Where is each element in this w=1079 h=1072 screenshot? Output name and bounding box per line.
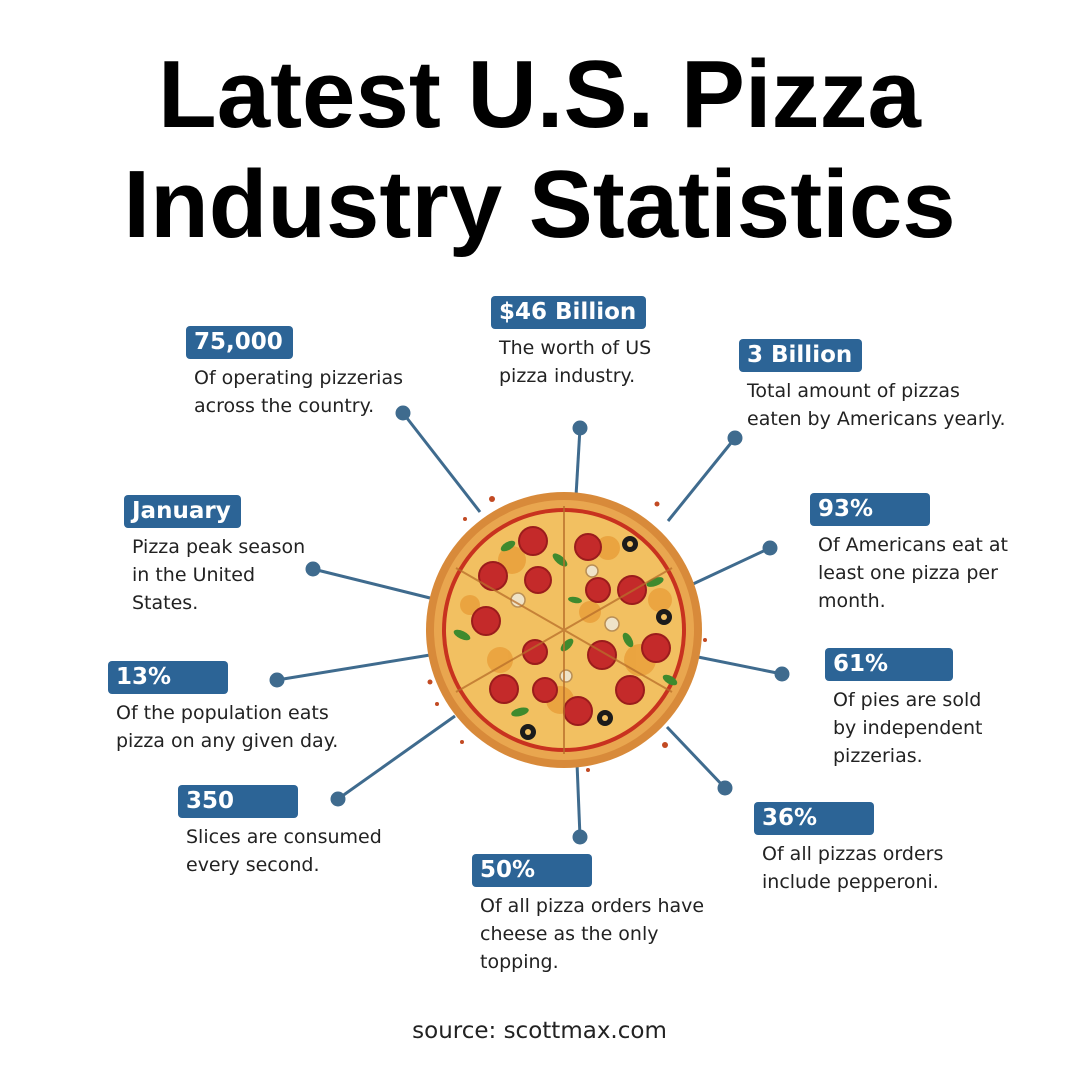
connector-dot [572,420,588,436]
stat-desc-line: Of operating pizzerias [194,367,403,389]
stat-value-badge: 3 Billion [739,339,863,372]
stat-desc-line: in the United [132,564,256,586]
connector-january [312,567,431,600]
stat-desc-line: topping. [480,951,559,973]
title-line-2: Industry Statistics [123,151,956,258]
stat-desc-line: pizza industry. [499,365,636,387]
stat-desc-line: States. [132,592,199,614]
pizza-illustration [426,492,707,772]
connector-350 [337,714,456,801]
connector-13 [276,653,431,682]
stat-independent-pizzerias: 61% Of pies are sold by independent pizz… [825,648,982,770]
connector-75000 [401,412,482,513]
connector-dot [330,791,346,807]
stat-value-badge: January [124,495,241,528]
connector-dot [762,540,778,556]
stat-operating-pizzerias: 75,000 Of operating pizzerias across the… [186,326,403,420]
stat-description: Of Americans eat at least one pizza per … [818,531,1008,615]
stat-industry-worth: $46 Billion The worth of US pizza indust… [491,296,651,390]
stat-value-badge: 350 [178,785,298,818]
connector-dot [305,561,321,577]
connector-46-billion [574,427,582,497]
stat-desc-line: Of pies are sold [833,689,982,711]
stat-desc-line: cheese as the only [480,923,659,945]
stat-peak-season: January Pizza peak season in the United … [124,495,305,617]
stat-desc-line: by independent [833,717,983,739]
connector-36 [665,725,727,790]
connector-dot [572,829,588,845]
stat-slices-per-second: 350 Slices are consumed every second. [178,785,382,879]
stat-desc-line: across the country. [194,395,375,417]
page-title: Latest U.S. Pizza Industry Statistics [0,40,1079,260]
stat-desc-line: Of all pizza orders have [480,895,705,917]
stat-description: Of the population eats pizza on any give… [116,699,338,755]
connector-dot [269,672,285,688]
stat-value-badge: 36% [754,802,874,835]
stat-desc-line: least one pizza per [818,562,998,584]
stat-description: Of operating pizzerias across the countr… [194,364,403,420]
stat-description: Of all pizza orders have cheese as the o… [480,892,704,976]
stat-value-badge: 75,000 [186,326,293,359]
stat-desc-line: eaten by Americans yearly. [747,408,1006,430]
stat-desc-line: Total amount of pizzas [747,380,960,402]
stat-description: Of all pizzas orders include pepperoni. [762,840,943,896]
connector-dot [717,780,733,796]
connector-61 [697,655,783,676]
stat-cheese-only-orders: 50% Of all pizza orders have cheese as t… [472,854,704,976]
connector-dot [727,430,743,446]
stat-desc-line: The worth of US [499,337,652,359]
source-credit: source: scottmax.com [412,1018,667,1044]
stat-desc-line: pizza on any given day. [116,730,339,752]
stat-pepperoni-orders: 36% Of all pizzas orders include peppero… [754,802,943,896]
stat-desc-line: Of the population eats [116,702,329,724]
stat-desc-line: Slices are consumed [186,826,382,848]
connector-93 [692,546,771,586]
title-line-1: Latest U.S. Pizza [158,41,921,148]
stat-monthly-eaters: 93% Of Americans eat at least one pizza … [810,493,1008,615]
stat-description: Total amount of pizzas eaten by American… [747,377,1006,433]
stat-daily-eaters: 13% Of the population eats pizza on any … [108,661,338,755]
connector-3-billion [666,437,737,522]
stat-desc-line: Of Americans eat at [818,534,1008,556]
stat-desc-line: every second. [186,854,320,876]
connector-dot [395,405,411,421]
stat-desc-line: Pizza peak season [132,536,306,558]
stat-value-badge: 93% [810,493,930,526]
stat-desc-line: month. [818,590,886,612]
stat-desc-line: pizzerias. [833,745,923,767]
stat-desc-line: include pepperoni. [762,871,939,893]
stat-value-badge: 61% [825,648,953,681]
stat-value-badge: 50% [472,854,592,887]
stat-description: Of pies are sold by independent pizzeria… [833,686,982,770]
stat-description: Slices are consumed every second. [186,823,382,879]
connector-50 [575,762,582,838]
stat-desc-line: Of all pizzas orders [762,843,944,865]
stat-description: The worth of US pizza industry. [499,334,651,390]
stat-value-badge: 13% [108,661,228,694]
stat-description: Pizza peak season in the United States. [132,533,305,617]
connector-dot [774,666,790,682]
stat-value-badge: $46 Billion [491,296,647,329]
stat-pizzas-eaten-yearly: 3 Billion Total amount of pizzas eaten b… [739,339,1006,433]
